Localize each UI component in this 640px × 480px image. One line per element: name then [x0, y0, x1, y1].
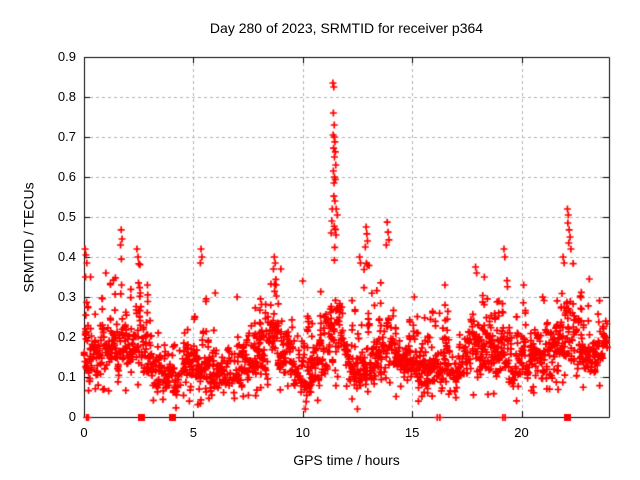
- y-tick-label: 0.2: [57, 329, 76, 344]
- x-tick-label: 5: [189, 425, 197, 440]
- y-tick-label: 0.4: [57, 249, 76, 264]
- x-tick-label: 0: [80, 425, 88, 440]
- y-tick-label: 0: [68, 409, 76, 424]
- y-tick-label: 0.8: [57, 89, 76, 104]
- y-tick-label: 0.7: [57, 129, 76, 144]
- x-tick-label: 10: [295, 425, 310, 440]
- y-tick-label: 0.9: [57, 49, 76, 64]
- x-tick-label: 20: [514, 425, 529, 440]
- y-tick-label: 0.3: [57, 289, 76, 304]
- y-tick-label: 0.6: [57, 169, 76, 184]
- y-tick-label: 0.5: [57, 209, 76, 224]
- y-tick-label: 0.1: [57, 369, 76, 384]
- chart-title: Day 280 of 2023, SRMTID for receiver p36…: [209, 20, 484, 36]
- x-tick-label: 15: [404, 425, 420, 440]
- x-axis-label: GPS time / hours: [293, 452, 400, 468]
